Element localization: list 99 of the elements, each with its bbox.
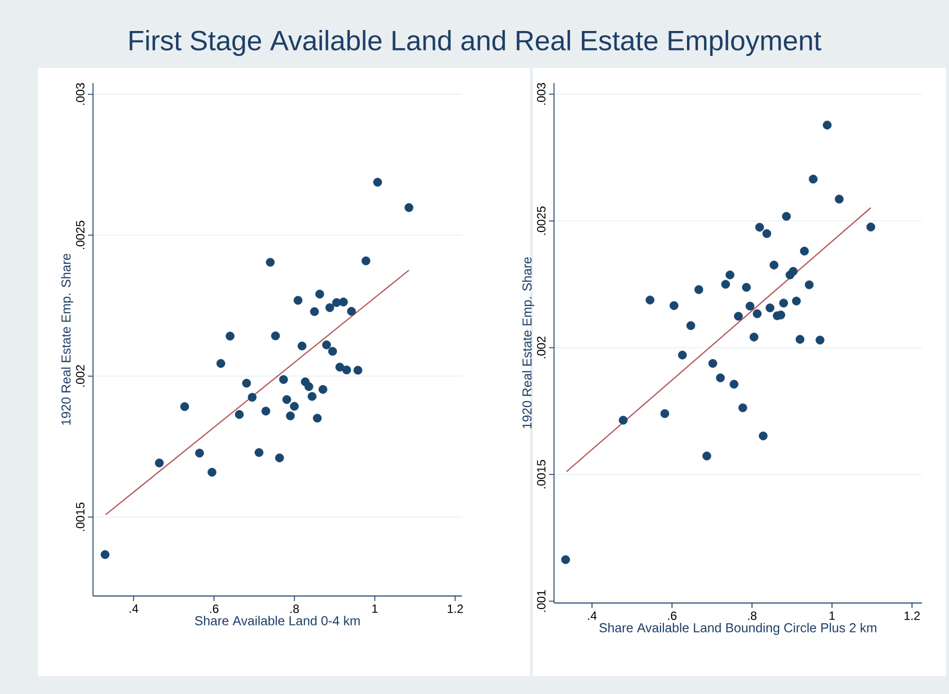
point xyxy=(561,555,570,564)
point xyxy=(315,290,324,299)
point xyxy=(266,258,275,267)
point xyxy=(738,403,748,412)
point xyxy=(782,212,791,221)
y-tick-label: .003 xyxy=(76,83,84,105)
point xyxy=(342,366,352,374)
point xyxy=(279,375,288,384)
point xyxy=(708,359,718,368)
point xyxy=(755,222,764,232)
point xyxy=(758,432,768,440)
point xyxy=(354,366,362,375)
point xyxy=(234,410,244,419)
point xyxy=(686,321,696,330)
point xyxy=(618,416,628,425)
point xyxy=(373,178,382,187)
point xyxy=(339,298,348,306)
point xyxy=(742,282,751,292)
point xyxy=(702,452,712,460)
point xyxy=(318,384,328,394)
chart-title: First Stage Available Land and Real Estate Employment xyxy=(130,30,822,56)
point xyxy=(226,332,234,341)
point xyxy=(347,306,356,316)
x-axis-title: Share Available Land 0-4 km xyxy=(195,616,360,626)
point xyxy=(804,280,814,290)
point xyxy=(694,285,704,294)
point xyxy=(325,303,334,312)
point xyxy=(726,270,734,280)
x-axis-title: Share Available Land Bounding Circle Plus 2 km xyxy=(599,622,876,635)
point xyxy=(154,458,164,468)
point xyxy=(796,334,804,344)
point xyxy=(310,307,319,316)
y-tick-label: .0025 xyxy=(537,206,546,235)
x-tick-label: .8 xyxy=(748,612,756,620)
point xyxy=(834,194,844,204)
point xyxy=(282,395,292,404)
x-tick-label: .4 xyxy=(588,612,597,620)
point xyxy=(762,229,772,238)
point xyxy=(730,380,738,389)
x-tick-label: 1.2 xyxy=(904,612,920,620)
y-axis-title: 1920 Real Estate Emp. Share xyxy=(61,254,74,425)
point xyxy=(766,303,774,312)
point xyxy=(866,222,876,232)
point xyxy=(816,336,824,344)
point xyxy=(298,342,306,350)
y-tick-label: .0015 xyxy=(76,502,84,531)
point xyxy=(322,340,331,350)
point xyxy=(294,296,302,305)
x-tick-label: .6 xyxy=(668,612,676,620)
y-tick-label: .0025 xyxy=(76,220,84,250)
point xyxy=(100,550,110,559)
point xyxy=(335,362,344,372)
point xyxy=(822,120,832,130)
point xyxy=(328,346,337,356)
point xyxy=(750,332,758,342)
point xyxy=(180,402,190,411)
point xyxy=(304,382,314,391)
point xyxy=(308,392,316,401)
x-tick-label: 1.2 xyxy=(448,604,463,613)
point xyxy=(678,350,687,360)
point xyxy=(770,260,778,270)
x-tick-label: .8 xyxy=(290,604,299,613)
point xyxy=(248,392,257,402)
point xyxy=(312,414,322,423)
point xyxy=(716,373,725,382)
x-tick-label: .6 xyxy=(210,604,218,613)
y-tick-label: .0015 xyxy=(537,460,546,488)
point xyxy=(404,203,414,212)
y-tick-label: .001 xyxy=(537,590,546,612)
point xyxy=(660,409,670,418)
point xyxy=(271,331,280,340)
y-tick-label: .002 xyxy=(76,365,84,387)
point xyxy=(362,256,370,266)
point xyxy=(721,280,730,289)
point xyxy=(261,406,270,416)
point xyxy=(808,174,818,184)
point xyxy=(254,448,264,457)
point xyxy=(779,298,788,308)
point xyxy=(275,453,284,462)
point xyxy=(792,296,801,306)
point xyxy=(195,448,204,458)
point xyxy=(746,302,754,311)
x-tick-label: 1 xyxy=(830,612,835,620)
y-tick-label: .003 xyxy=(537,83,546,105)
point xyxy=(242,378,251,388)
point xyxy=(670,301,678,310)
y-axis-title: 1920 Real Estate Emp. Share xyxy=(522,257,534,428)
point xyxy=(800,246,809,256)
point xyxy=(286,411,295,420)
point xyxy=(788,266,798,276)
point xyxy=(216,359,226,368)
y-tick-label: .002 xyxy=(537,336,546,358)
point xyxy=(208,468,216,477)
point xyxy=(752,309,762,318)
point xyxy=(734,312,743,321)
point xyxy=(290,402,299,411)
x-tick-label: 1 xyxy=(372,604,378,613)
point xyxy=(646,296,654,304)
x-tick-label: .4 xyxy=(130,604,138,613)
